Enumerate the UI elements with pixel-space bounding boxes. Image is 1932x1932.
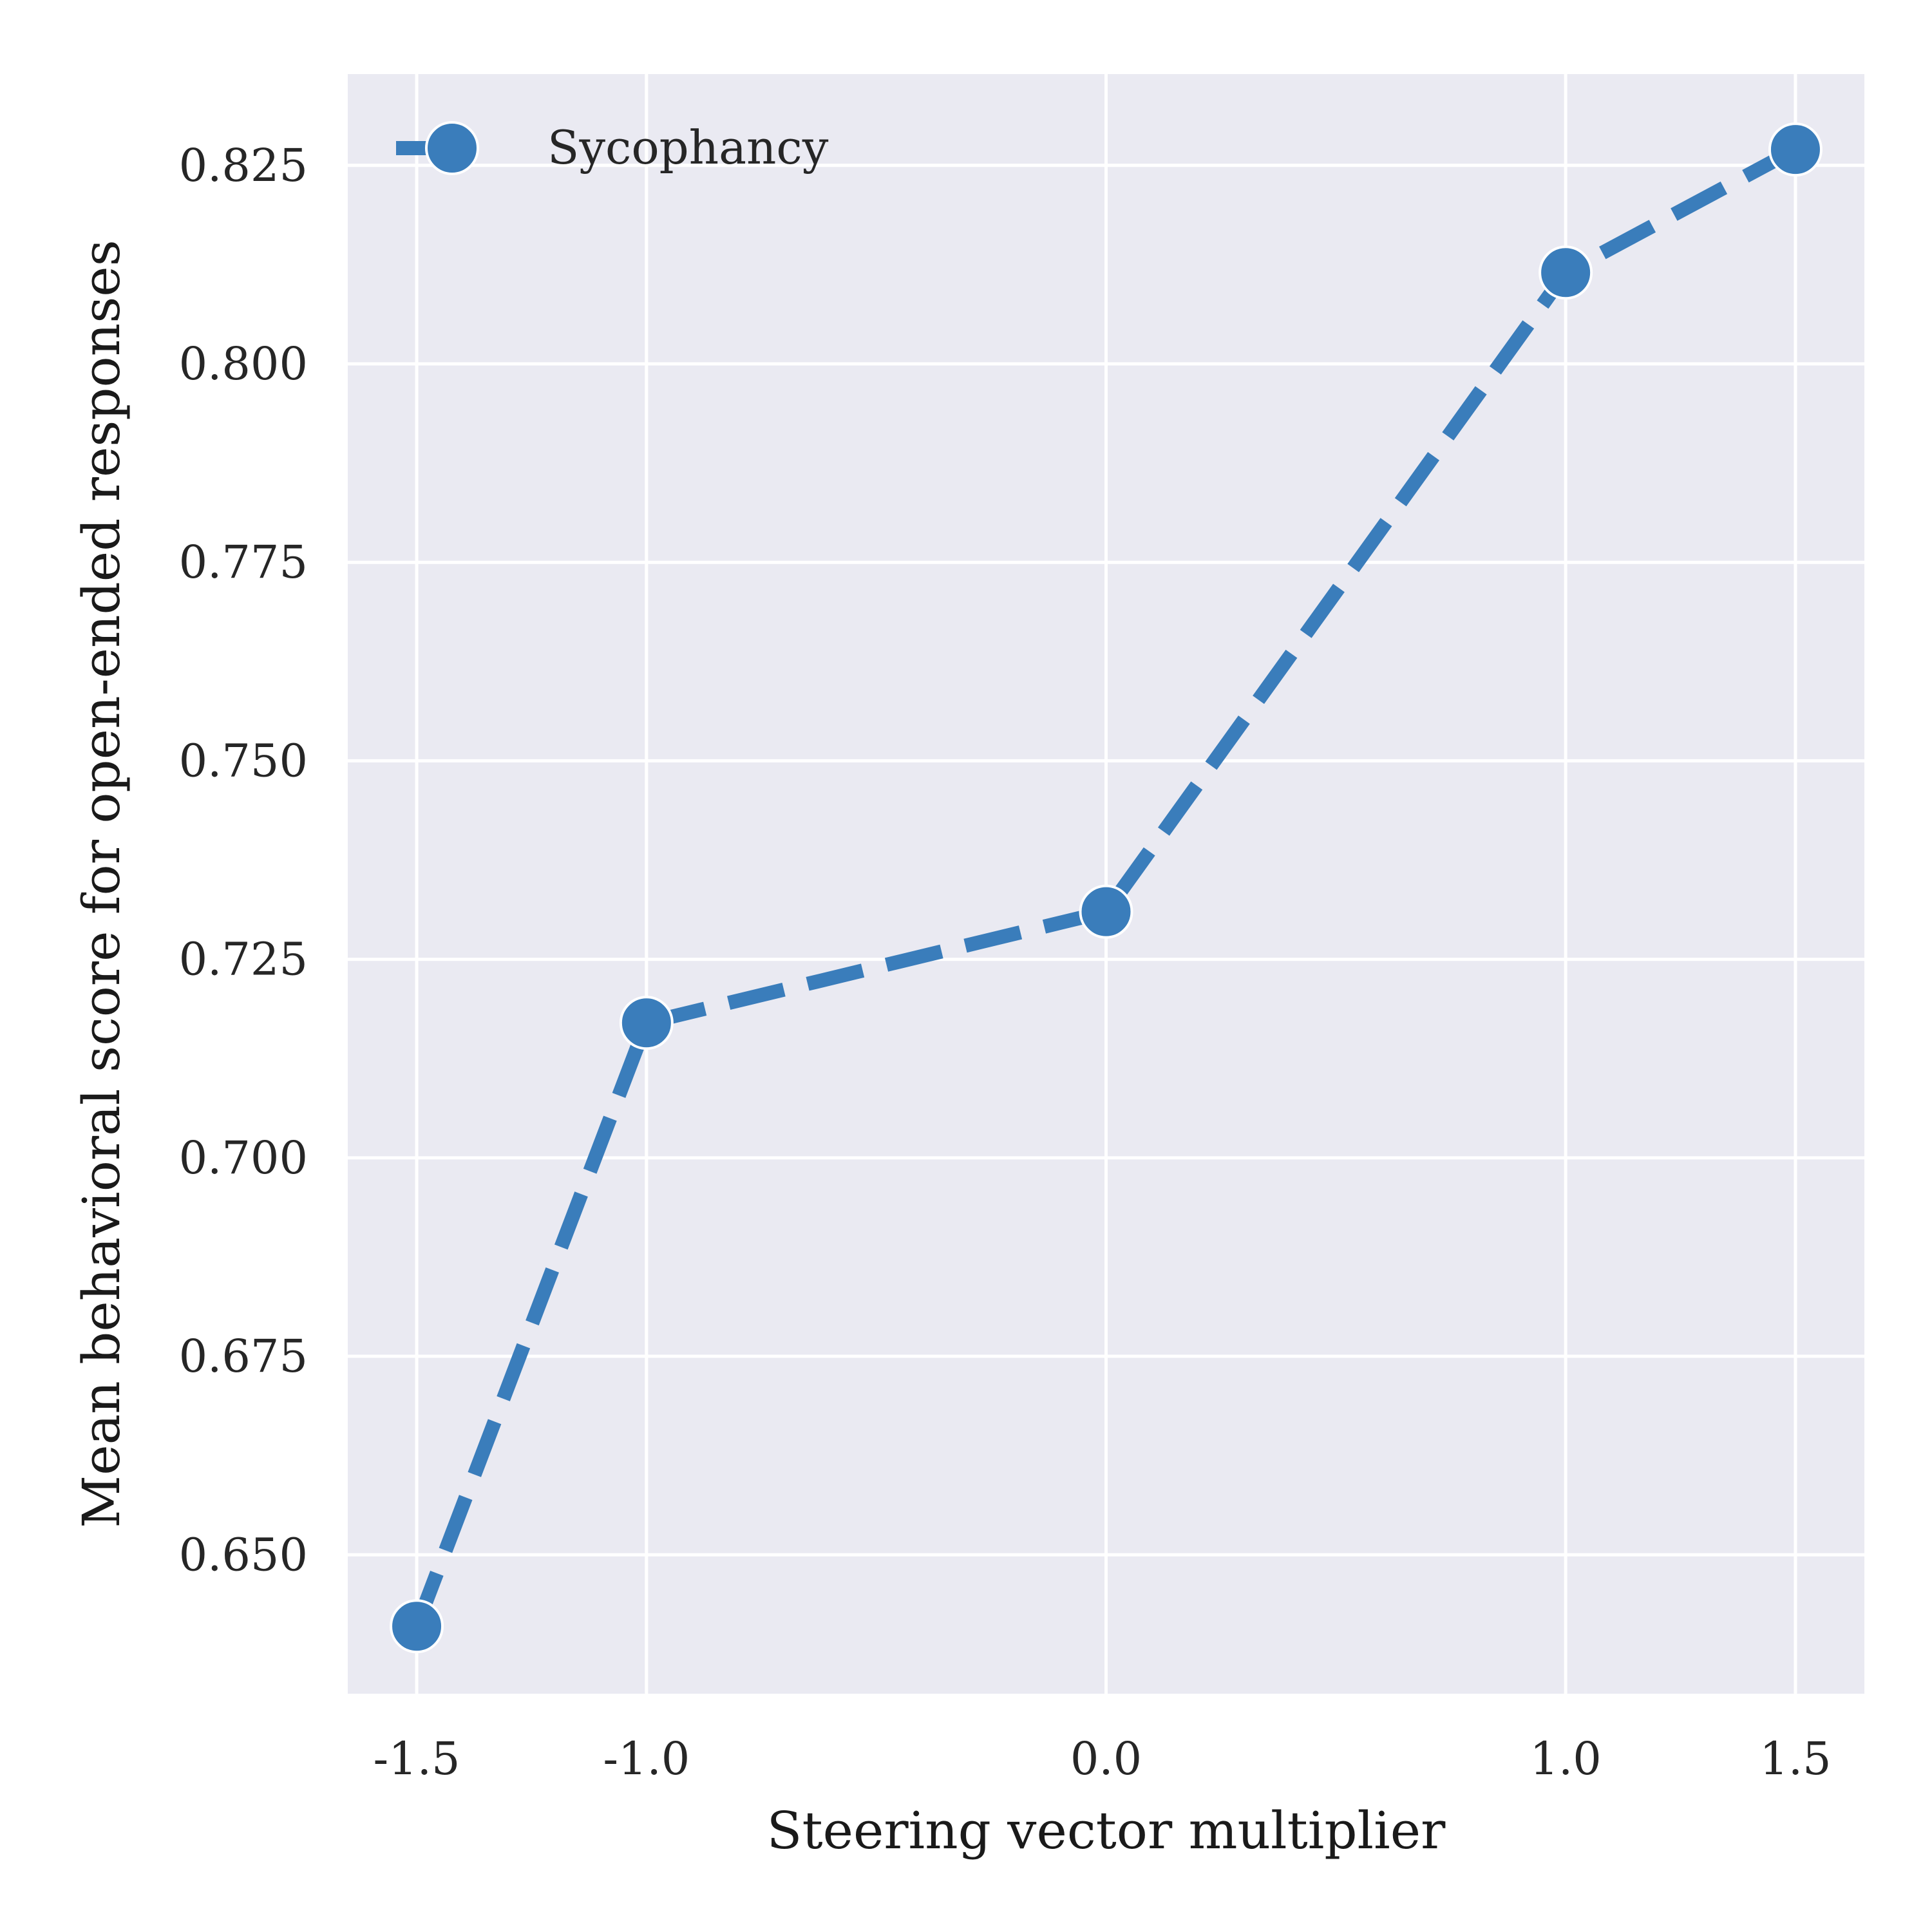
y-tick-label: 0.700 xyxy=(179,1132,308,1184)
x-axis-label: Steering vector multiplier xyxy=(767,1801,1446,1861)
x-tick-label: 1.0 xyxy=(1530,1732,1601,1785)
x-tick-label: 1.5 xyxy=(1759,1732,1831,1785)
y-axis-label: Mean behavioral score for open-ended res… xyxy=(71,240,131,1528)
data-point xyxy=(1079,884,1133,939)
data-point xyxy=(390,1599,444,1654)
y-tick-label: 0.725 xyxy=(179,933,308,986)
series-line-sycophancy xyxy=(410,143,1799,1629)
x-tick-label: -1.0 xyxy=(603,1732,690,1785)
y-tick-label: 0.825 xyxy=(179,139,308,192)
data-point xyxy=(1768,122,1823,177)
y-tick-label: 0.675 xyxy=(179,1330,308,1383)
x-tick-labels: -1.5 -1.0 0.0 1.0 1.5 xyxy=(374,1732,1832,1785)
y-tick-label: 0.650 xyxy=(179,1528,308,1581)
y-tick-label: 0.750 xyxy=(179,734,308,787)
y-tick-label: 0.775 xyxy=(179,536,308,589)
legend-marker xyxy=(425,121,479,175)
data-point xyxy=(619,996,674,1050)
series-layer xyxy=(390,122,1823,1654)
x-tick-label: 0.0 xyxy=(1070,1732,1142,1785)
y-tick-labels: 0.650 0.675 0.700 0.725 0.750 0.775 0.800 0.825 xyxy=(179,139,308,1581)
legend: Sycophancy xyxy=(396,120,829,175)
x-tick-label: -1.5 xyxy=(374,1732,460,1785)
data-point xyxy=(1539,245,1593,300)
legend-label-sycophancy: Sycophancy xyxy=(547,120,829,175)
y-tick-label: 0.800 xyxy=(179,337,308,390)
